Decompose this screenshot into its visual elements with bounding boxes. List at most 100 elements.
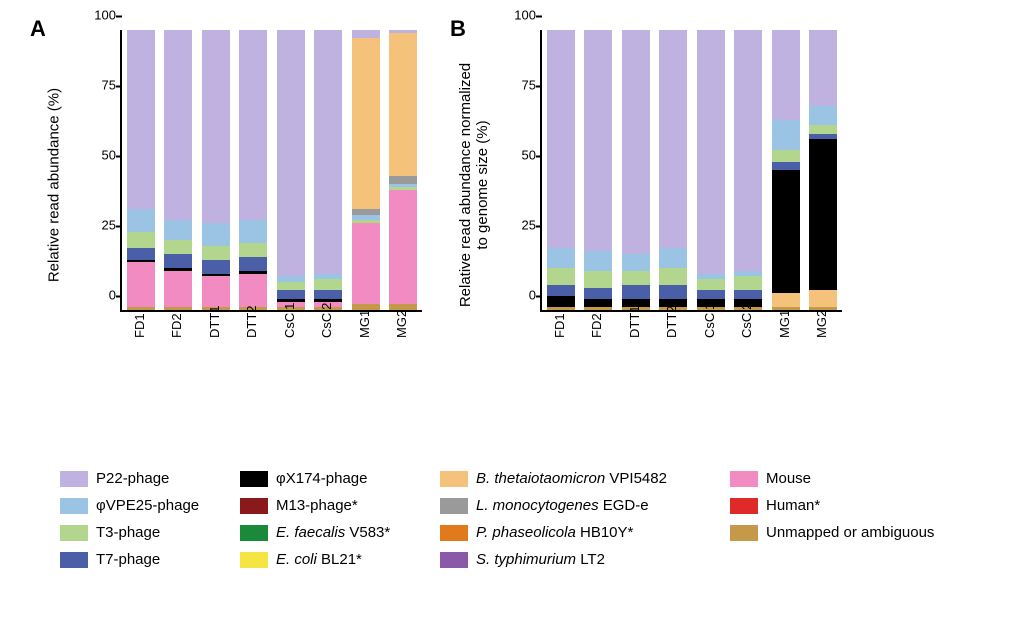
seg-P22 — [164, 30, 192, 220]
swatch-icon — [440, 525, 468, 541]
swatch-icon — [440, 552, 468, 568]
bar-CsCl1 — [697, 30, 725, 310]
y-tick: 100 — [480, 8, 536, 23]
swatch-icon — [730, 471, 758, 487]
bar-CsCl1 — [277, 30, 305, 310]
legend-item-phiX174: φX174-phage — [240, 470, 430, 487]
legend-label: T3-phage — [96, 524, 160, 541]
bar-DTT2 — [659, 30, 687, 310]
legend-item-T3: T3-phage — [60, 524, 230, 541]
figure-root: A 0255075100 Relative read abundance (%)… — [0, 0, 1021, 631]
seg-T3 — [277, 282, 305, 290]
seg-VPE25 — [772, 120, 800, 151]
x-label: DTT2 — [664, 324, 679, 338]
swatch-icon — [60, 498, 88, 514]
seg-T7 — [314, 290, 342, 298]
seg-VPE25 — [202, 223, 230, 245]
legend-item-Mouse: Mouse — [730, 470, 950, 487]
seg-Unmapped — [547, 307, 575, 310]
x-label: DTT2 — [244, 324, 259, 338]
legend-label: L. monocytogenes EGD-e — [476, 497, 649, 514]
seg-P22 — [547, 30, 575, 248]
chart-a-bars — [122, 30, 422, 310]
x-label: CsCl1 — [702, 324, 717, 338]
legend-item-Ecoli: E. coli BL21* — [240, 551, 430, 568]
bar-MG2 — [389, 30, 417, 310]
x-label: FD2 — [589, 324, 604, 338]
swatch-icon — [240, 471, 268, 487]
chart-a-x-labels: FD1FD2DTT1DTT2CsCl1CsCl2MG1MG2 — [120, 316, 420, 331]
panels-row: A 0255075100 Relative read abundance (%)… — [0, 0, 1021, 350]
x-label: FD2 — [169, 324, 184, 338]
seg-Btheta — [389, 33, 417, 176]
seg-T3 — [734, 276, 762, 290]
chart-a-y-axis: 0255075100 — [60, 30, 120, 310]
seg-P22 — [239, 30, 267, 220]
x-label: MG2 — [394, 324, 409, 338]
seg-VPE25 — [547, 248, 575, 268]
chart-a-y-label: Relative read abundance (%) — [46, 88, 63, 282]
bar-FD1 — [127, 30, 155, 310]
bar-FD2 — [584, 30, 612, 310]
chart-b-plot — [540, 30, 842, 312]
bar-CsCl2 — [734, 30, 762, 310]
legend-item-Lmono: L. monocytogenes EGD-e — [440, 497, 720, 514]
seg-T3 — [547, 268, 575, 285]
bar-CsCl2 — [314, 30, 342, 310]
seg-T3 — [584, 271, 612, 288]
chart-b: 0255075100 Relative read abundance norma… — [480, 20, 860, 350]
y-tick: 75 — [60, 78, 116, 93]
seg-P22 — [277, 30, 305, 276]
legend-item-Styph: S. typhimurium LT2 — [440, 551, 720, 568]
panel-a: A 0255075100 Relative read abundance (%)… — [60, 20, 440, 350]
seg-T3 — [127, 232, 155, 249]
seg-T3 — [202, 246, 230, 260]
y-tick: 50 — [60, 148, 116, 163]
seg-Unmapped — [164, 307, 192, 310]
legend-label: P. phaseolicola HB10Y* — [476, 524, 633, 541]
x-label: CsCl1 — [282, 324, 297, 338]
seg-VPE25 — [584, 251, 612, 271]
bar-MG1 — [772, 30, 800, 310]
x-label: MG1 — [357, 324, 372, 338]
seg-P22 — [659, 30, 687, 248]
chart-a: 0255075100 Relative read abundance (%) F… — [60, 20, 440, 350]
seg-P22 — [584, 30, 612, 251]
legend-item-Human: Human* — [730, 497, 950, 514]
seg-P22 — [352, 30, 380, 38]
seg-Mouse — [127, 262, 155, 307]
legend-label: M13-phage* — [276, 497, 358, 514]
bar-DTT1 — [622, 30, 650, 310]
legend-label: Mouse — [766, 470, 811, 487]
legend-item-VPE25: φVPE25-phage — [60, 497, 230, 514]
x-label: FD1 — [132, 324, 147, 338]
legend-label: Unmapped or ambiguous — [766, 524, 934, 541]
seg-P22 — [734, 30, 762, 271]
legend: P22-phageφX174-phageB. thetaiotaomicron … — [60, 470, 980, 568]
seg-T3 — [697, 279, 725, 290]
seg-Btheta — [809, 290, 837, 307]
seg-P22 — [314, 30, 342, 274]
seg-Unmapped — [584, 307, 612, 310]
seg-VPE25 — [164, 220, 192, 240]
x-label: DTT1 — [627, 324, 642, 338]
legend-label: E. faecalis V583* — [276, 524, 390, 541]
legend-label: φVPE25-phage — [96, 497, 199, 514]
legend-item-T7: T7-phage — [60, 551, 230, 568]
seg-Mouse — [202, 276, 230, 307]
legend-label: T7-phage — [96, 551, 160, 568]
swatch-icon — [440, 471, 468, 487]
seg-T7 — [547, 285, 575, 296]
seg-VPE25 — [809, 106, 837, 126]
chart-b-y-label: Relative read abundance normalized to ge… — [457, 55, 492, 315]
seg-VPE25 — [127, 209, 155, 231]
x-label: DTT1 — [207, 324, 222, 338]
seg-Btheta — [772, 293, 800, 307]
seg-T3 — [622, 271, 650, 285]
seg-Unmapped — [127, 307, 155, 310]
legend-label: S. typhimurium LT2 — [476, 551, 605, 568]
bar-MG1 — [352, 30, 380, 310]
seg-T7 — [202, 260, 230, 274]
x-label: CsCl2 — [319, 324, 334, 338]
seg-T7 — [659, 285, 687, 299]
